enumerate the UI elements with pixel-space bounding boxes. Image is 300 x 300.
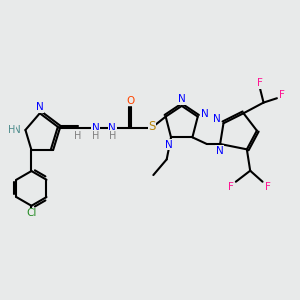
- Text: N: N: [201, 109, 208, 119]
- Text: N: N: [13, 125, 21, 135]
- Text: F: F: [228, 182, 234, 192]
- Text: N: N: [178, 94, 186, 104]
- Text: N: N: [216, 146, 223, 156]
- Text: H: H: [8, 125, 16, 135]
- Text: O: O: [127, 96, 135, 106]
- Text: H: H: [92, 130, 100, 141]
- Text: N: N: [213, 114, 221, 124]
- Text: N: N: [92, 123, 99, 133]
- Text: N: N: [166, 140, 173, 150]
- Text: F: F: [256, 78, 262, 88]
- Text: H: H: [109, 130, 116, 141]
- Text: F: F: [265, 182, 271, 192]
- Text: N: N: [36, 102, 44, 112]
- Text: N: N: [108, 123, 116, 133]
- Text: Cl: Cl: [26, 208, 37, 218]
- Text: S: S: [148, 120, 156, 133]
- Text: H: H: [74, 130, 82, 141]
- Text: F: F: [279, 90, 285, 100]
